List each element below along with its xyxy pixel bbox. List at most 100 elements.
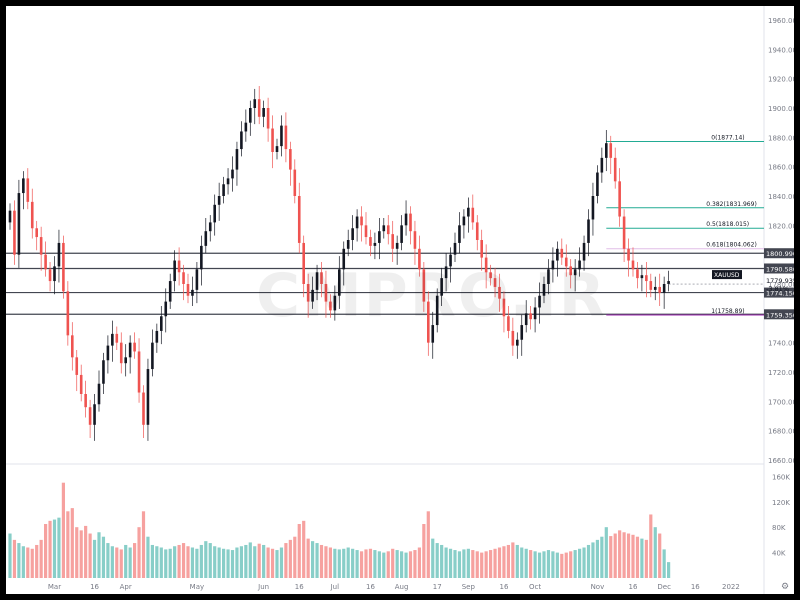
candle-body — [338, 269, 341, 296]
volume-bar — [489, 550, 493, 578]
volume-bar — [57, 517, 61, 578]
volume-bar — [293, 536, 297, 578]
volume-bar — [279, 547, 284, 578]
volume-bar — [66, 511, 70, 578]
candle-body — [578, 260, 581, 270]
volume-bar — [444, 547, 448, 578]
candle-body — [484, 257, 488, 273]
candle-body — [653, 286, 657, 290]
volume-bar — [382, 552, 386, 578]
time-tick-label: Aug — [395, 583, 409, 591]
candle-body — [329, 301, 332, 311]
volume-bar — [168, 548, 172, 578]
time-tick-label: May — [190, 583, 204, 591]
volume-bar — [653, 527, 657, 578]
volume-bar — [84, 525, 88, 578]
candle-body — [182, 272, 185, 284]
candle-body — [658, 286, 661, 293]
price-tick-label: 1920.000 — [768, 76, 794, 84]
price-tick-label: 1860.000 — [768, 164, 794, 172]
volume-bar — [253, 546, 257, 578]
candle-body — [240, 131, 243, 150]
candle-body — [173, 260, 176, 282]
settings-gear-icon[interactable]: ⚙ — [781, 582, 789, 592]
level-price-tag — [764, 309, 794, 320]
candle-body — [133, 342, 136, 352]
candle-body — [395, 242, 399, 249]
volume-bar — [239, 546, 243, 578]
volume-tick-label: 40K — [772, 550, 786, 558]
volume-bar — [649, 514, 653, 578]
candle-body — [551, 260, 555, 270]
candle-body — [369, 237, 372, 246]
candle-body — [306, 284, 310, 302]
candle-body — [311, 289, 314, 302]
candle-body — [511, 330, 515, 346]
time-tick-label: 16 — [295, 583, 304, 591]
volume-bar — [631, 534, 635, 578]
candle-body — [333, 295, 337, 311]
volume-bar — [12, 539, 17, 578]
candle-body — [351, 228, 354, 240]
volume-bar — [119, 549, 123, 578]
candle-body — [373, 242, 377, 246]
fib-level-label: 1(1758.89) — [711, 308, 744, 315]
volume-bar — [97, 532, 101, 578]
candle-body — [88, 407, 92, 425]
candle-body — [217, 196, 221, 205]
volume-bar — [79, 530, 83, 578]
volume-bar — [8, 533, 12, 578]
candle-body — [102, 360, 105, 384]
volume-bar — [306, 538, 310, 578]
candle-body — [271, 128, 274, 152]
volume-bar — [75, 527, 79, 578]
volume-bar — [199, 544, 203, 578]
candle-body — [524, 313, 528, 326]
volume-bar — [586, 544, 591, 578]
candle-body — [124, 357, 127, 364]
candle-body — [249, 108, 252, 123]
candle-body — [17, 193, 21, 255]
price-tick-label: 1960.000 — [768, 17, 794, 25]
volume-bar — [288, 539, 292, 578]
volume-bar — [667, 562, 671, 578]
candle-body — [244, 122, 248, 132]
volume-bar — [319, 544, 324, 578]
candle-body — [191, 289, 194, 296]
candle-body — [119, 342, 123, 364]
volume-bar — [208, 543, 212, 578]
volume-bar — [346, 547, 350, 578]
volume-bar — [555, 552, 559, 578]
candle-body — [324, 284, 328, 302]
volume-bar — [457, 551, 462, 578]
time-tick-label: Jun — [257, 583, 269, 591]
volume-bar — [524, 548, 528, 578]
candle-body — [222, 184, 225, 196]
candle-body — [342, 248, 346, 270]
candle-body — [413, 231, 417, 249]
candle-body — [386, 225, 390, 235]
volume-bar — [591, 542, 595, 578]
candle-body — [280, 125, 283, 147]
price-chart[interactable]: 0(1877.14) 0.382(1831.969) 0.5(1818.015) 0.… — [6, 6, 794, 594]
candle-body — [533, 307, 537, 320]
volume-bar — [359, 551, 364, 578]
candle-body — [507, 316, 510, 331]
volume-bar — [106, 543, 110, 578]
candle-body — [462, 216, 466, 226]
candle-body — [582, 242, 586, 261]
candle-body — [111, 333, 114, 346]
candle-body — [26, 178, 30, 202]
volume-bar — [88, 533, 92, 578]
volume-bar — [324, 546, 328, 578]
candle-body — [208, 222, 212, 232]
candle-body — [213, 204, 216, 223]
volume-bar — [115, 547, 119, 578]
volume-bar — [426, 511, 430, 578]
time-tick-label: 16 — [366, 583, 375, 591]
volume-bar — [400, 551, 404, 578]
price-tick-label: 1720.000 — [768, 369, 794, 377]
volume-tick-label: 160K — [772, 473, 790, 481]
candle-body — [605, 143, 608, 158]
candle-body — [320, 272, 323, 284]
